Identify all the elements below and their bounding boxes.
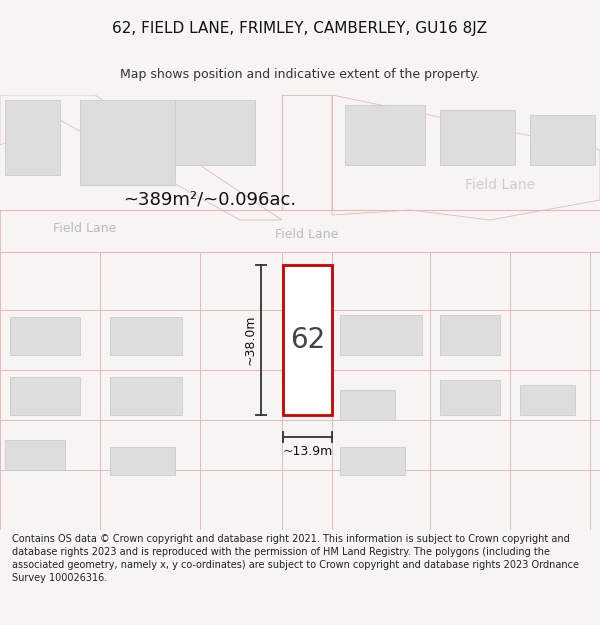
Polygon shape <box>0 95 282 220</box>
Bar <box>110 317 182 355</box>
Bar <box>80 100 175 185</box>
Bar <box>530 115 595 165</box>
Bar <box>340 447 405 475</box>
Bar <box>5 440 65 470</box>
Text: Contains OS data © Crown copyright and database right 2021. This information is : Contains OS data © Crown copyright and d… <box>12 534 579 583</box>
Bar <box>0 210 600 252</box>
Bar <box>440 110 515 165</box>
Text: ~389m²/~0.096ac.: ~389m²/~0.096ac. <box>124 191 296 209</box>
Text: Field Lane: Field Lane <box>275 228 338 241</box>
Bar <box>345 105 425 165</box>
Text: 62: 62 <box>290 326 325 354</box>
Bar <box>5 100 60 175</box>
Bar <box>175 100 255 165</box>
Bar <box>440 315 500 355</box>
Bar <box>110 447 175 475</box>
Text: Field Lane: Field Lane <box>465 178 535 192</box>
Text: 62, FIELD LANE, FRIMLEY, CAMBERLEY, GU16 8JZ: 62, FIELD LANE, FRIMLEY, CAMBERLEY, GU16… <box>112 21 488 36</box>
Bar <box>520 385 575 415</box>
Bar <box>10 377 80 415</box>
Bar <box>110 377 182 415</box>
Text: ~38.0m: ~38.0m <box>244 315 257 365</box>
Bar <box>10 317 80 355</box>
Bar <box>340 390 395 420</box>
Bar <box>340 315 422 355</box>
Text: ~13.9m: ~13.9m <box>283 445 332 458</box>
Bar <box>283 265 332 415</box>
Bar <box>282 95 332 210</box>
Bar <box>440 380 500 415</box>
Text: Field Lane: Field Lane <box>53 221 116 234</box>
Text: Map shows position and indicative extent of the property.: Map shows position and indicative extent… <box>120 68 480 81</box>
Polygon shape <box>332 95 600 220</box>
